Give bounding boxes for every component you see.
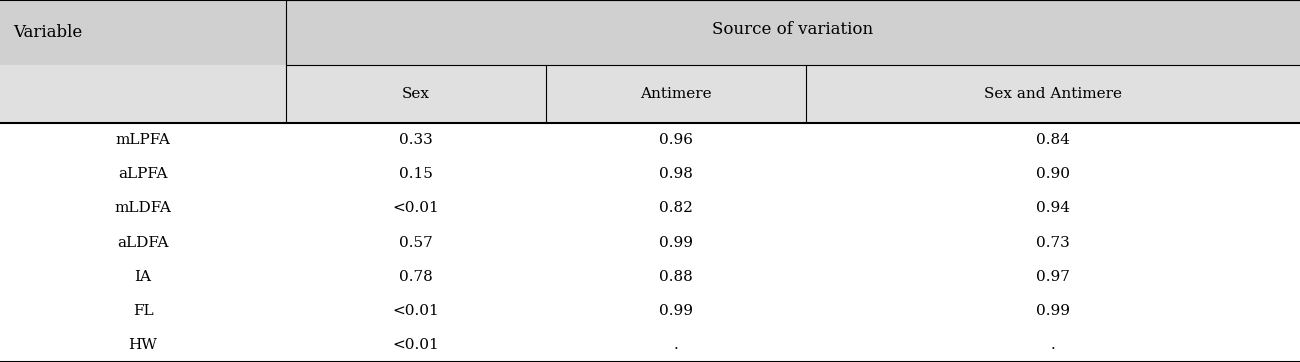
Text: .: . bbox=[1050, 338, 1056, 352]
Text: HW: HW bbox=[129, 338, 157, 352]
Text: 0.97: 0.97 bbox=[1036, 270, 1070, 284]
Text: 0.73: 0.73 bbox=[1036, 236, 1070, 249]
Text: 0.84: 0.84 bbox=[1036, 133, 1070, 147]
Bar bbox=[0, 260, 1300, 294]
Text: 0.57: 0.57 bbox=[399, 236, 433, 249]
Text: Sex and Antimere: Sex and Antimere bbox=[984, 87, 1122, 101]
Text: 0.99: 0.99 bbox=[659, 236, 693, 249]
Text: 0.82: 0.82 bbox=[659, 201, 693, 215]
Bar bbox=[286, 65, 546, 123]
Text: IA: IA bbox=[134, 270, 152, 284]
Text: <0.01: <0.01 bbox=[393, 338, 439, 352]
Text: 0.99: 0.99 bbox=[1036, 304, 1070, 318]
Text: 0.94: 0.94 bbox=[1036, 201, 1070, 215]
Text: .: . bbox=[673, 338, 679, 352]
Bar bbox=[286, 0, 1300, 65]
Bar bbox=[0, 157, 1300, 191]
Text: Sex: Sex bbox=[402, 87, 430, 101]
Bar bbox=[0, 294, 1300, 328]
Text: 0.15: 0.15 bbox=[399, 167, 433, 181]
Bar bbox=[0, 123, 1300, 157]
Text: mLDFA: mLDFA bbox=[114, 201, 172, 215]
Bar bbox=[0, 0, 286, 65]
Text: 0.90: 0.90 bbox=[1036, 167, 1070, 181]
Bar bbox=[806, 65, 1300, 123]
Text: 0.98: 0.98 bbox=[659, 167, 693, 181]
Text: 0.96: 0.96 bbox=[659, 133, 693, 147]
Text: mLPFA: mLPFA bbox=[116, 133, 170, 147]
Text: 0.88: 0.88 bbox=[659, 270, 693, 284]
Bar bbox=[0, 328, 1300, 362]
Text: 0.78: 0.78 bbox=[399, 270, 433, 284]
Text: <0.01: <0.01 bbox=[393, 201, 439, 215]
Text: aLDFA: aLDFA bbox=[117, 236, 169, 249]
Text: Variable: Variable bbox=[13, 24, 82, 41]
Bar bbox=[0, 191, 1300, 226]
Bar bbox=[0, 226, 1300, 260]
Text: Antimere: Antimere bbox=[640, 87, 712, 101]
Bar bbox=[0, 65, 286, 123]
Text: Source of variation: Source of variation bbox=[712, 21, 874, 38]
Text: aLPFA: aLPFA bbox=[118, 167, 168, 181]
Bar bbox=[546, 65, 806, 123]
Text: 0.33: 0.33 bbox=[399, 133, 433, 147]
Text: <0.01: <0.01 bbox=[393, 304, 439, 318]
Text: 0.99: 0.99 bbox=[659, 304, 693, 318]
Text: FL: FL bbox=[133, 304, 153, 318]
